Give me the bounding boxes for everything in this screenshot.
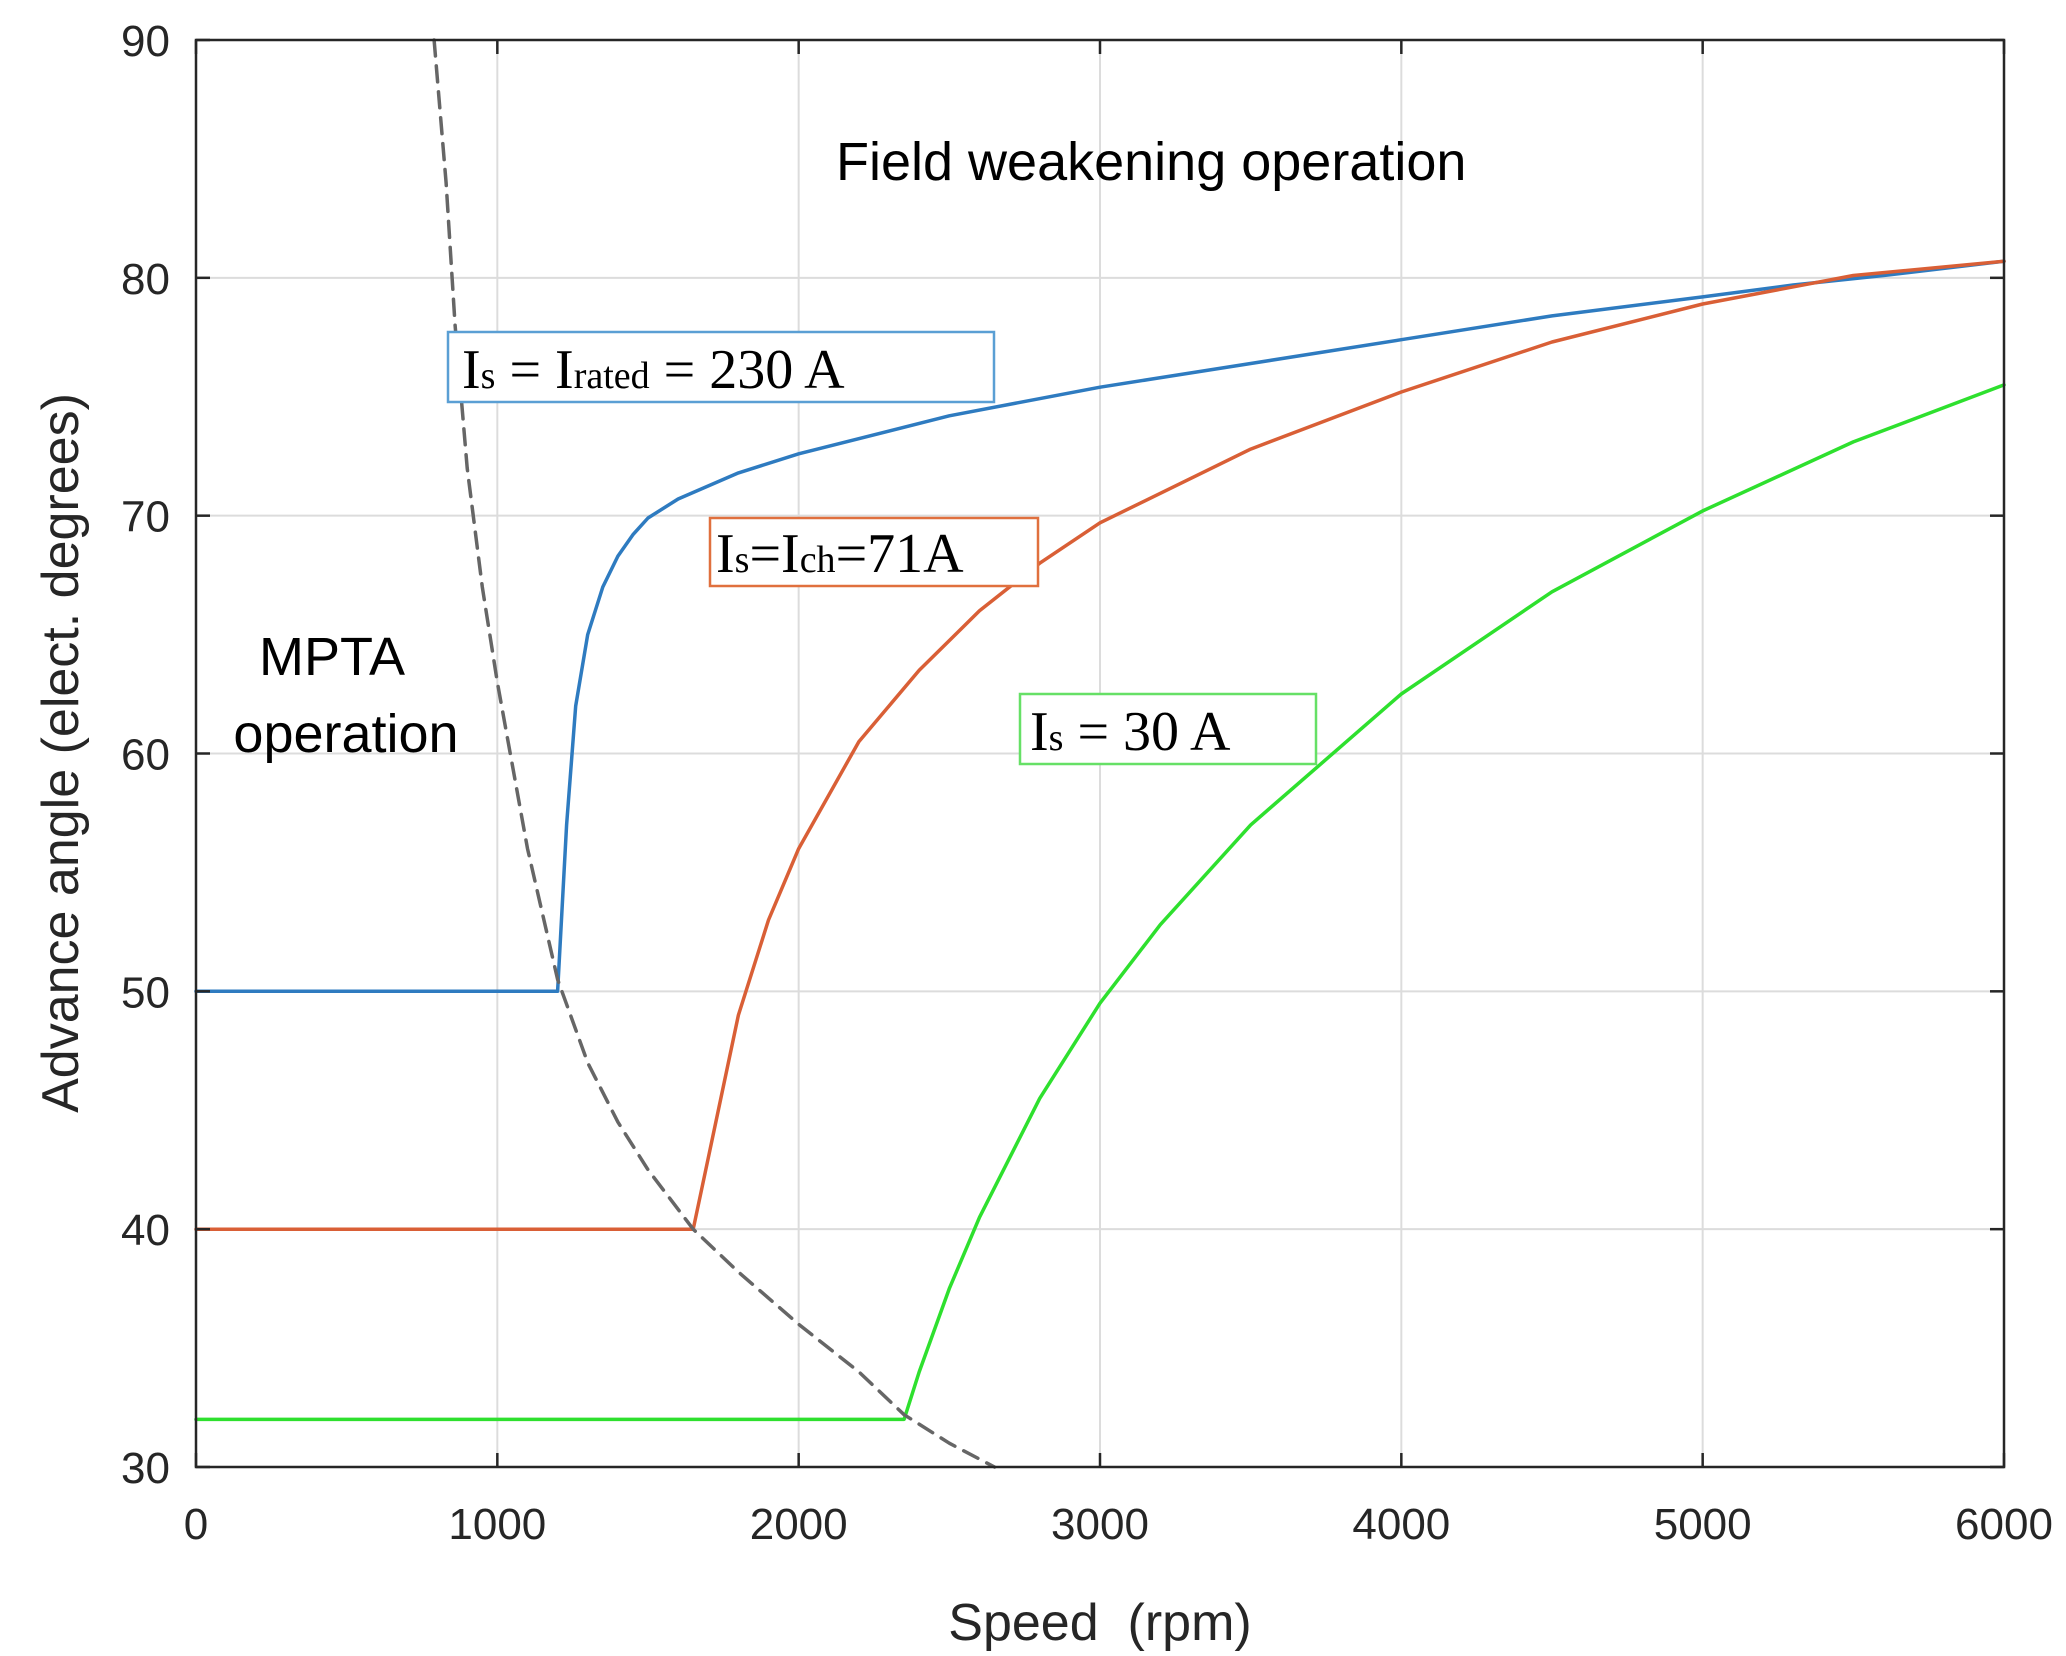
x-tick-label: 4000 (1352, 1500, 1450, 1549)
legend-box-71a (708, 516, 1040, 588)
legend-30a-sub1: s (1049, 717, 1064, 759)
y-tick-label: 60 (121, 731, 170, 780)
legend-box-230a (446, 330, 996, 404)
legend-230a-main1: I (462, 339, 481, 401)
mpta-annotation-line2: operation (233, 704, 458, 764)
series-line-2 (194, 383, 2006, 1422)
legend-230a-sub1: s (481, 355, 496, 397)
x-tick-label: 0 (184, 1500, 208, 1549)
legend-30a-end: = 30 A (1063, 701, 1230, 763)
x-tick-label: 1000 (448, 1500, 546, 1549)
legend-71a-main1: I (716, 523, 735, 585)
y-tick-label: 90 (121, 17, 170, 66)
series-line-0 (194, 259, 2006, 994)
tick-marks (194, 38, 2006, 1469)
field-weakening-annotation: Field weakening operation (836, 132, 1466, 192)
legend-71a-mid: =I (749, 523, 799, 585)
mpta-annotation-line1: MPTA (259, 627, 405, 687)
legend-label-30a: Is = 30 A (1030, 701, 1231, 763)
x-tick-label: 2000 (750, 1500, 848, 1549)
x-tick-label: 3000 (1051, 1500, 1149, 1549)
x-axis-label: Speed (rpm) (948, 1594, 1251, 1652)
legend-71a-end: =71A (836, 523, 965, 585)
y-tick-label: 70 (121, 493, 170, 542)
legend-box-30a (1018, 692, 1318, 766)
x-tick-label: 6000 (1955, 1500, 2053, 1549)
series-line-1 (194, 259, 2006, 1231)
y-tick-label: 30 (121, 1444, 170, 1493)
legend-230a-mid: = I (495, 339, 573, 401)
y-tick-label: 50 (121, 968, 170, 1017)
legend-label-230a: Is = Irated = 230 A (462, 339, 845, 401)
series-line-3 (432, 38, 997, 1469)
tick-labels: 0 1000 2000 3000 4000 5000 6000 30 40 50 60 70 80 90 (121, 17, 2053, 1549)
y-tick-label: 80 (121, 255, 170, 304)
legend-71a-sub2: ch (800, 539, 836, 581)
legend-230a-end: = 230 A (650, 339, 845, 401)
y-axis-label: Advance angle (elect. degrees) (32, 393, 90, 1113)
series-lines (194, 38, 2006, 1469)
legend-30a-main1: I (1030, 701, 1049, 763)
legend-71a-sub1: s (735, 539, 750, 581)
x-tick-label: 5000 (1654, 1500, 1752, 1549)
y-tick-label: 40 (121, 1206, 170, 1255)
legend-label-71a: Is=Ich=71A (716, 523, 964, 585)
legend-230a-sub2: rated (574, 355, 650, 397)
